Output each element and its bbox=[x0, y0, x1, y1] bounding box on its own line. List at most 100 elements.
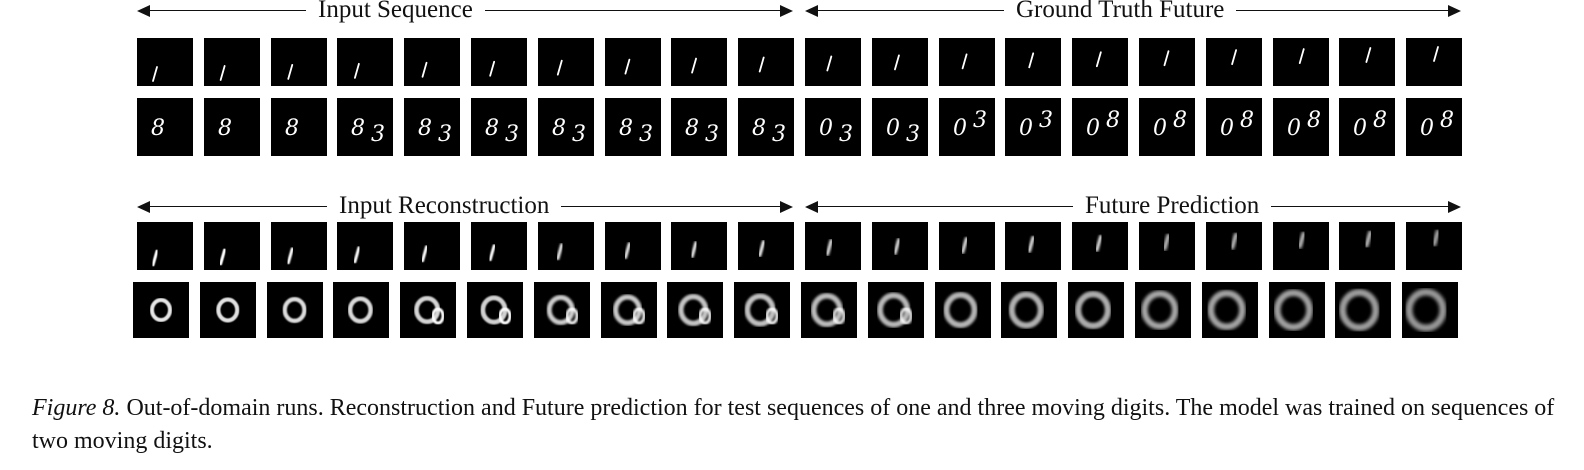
digit-one-stroke bbox=[1432, 229, 1440, 247]
frame-11 bbox=[801, 282, 857, 338]
digit-render bbox=[961, 53, 968, 70]
digit-one-stroke bbox=[152, 66, 158, 82]
digit-render bbox=[421, 245, 429, 263]
digit-render bbox=[810, 292, 846, 328]
frame-20 bbox=[1406, 38, 1463, 86]
digit-glyph: 3 bbox=[1039, 108, 1053, 133]
frame-18 bbox=[1268, 282, 1325, 338]
digit-glyph: 8 bbox=[285, 116, 299, 141]
digit-one-stroke bbox=[421, 245, 429, 263]
digit-glyph: 0 bbox=[1153, 116, 1167, 141]
frame-16 bbox=[1139, 38, 1195, 86]
digit-one-stroke bbox=[286, 247, 294, 265]
caption-text: Out-of-domain runs. Reconstruction and F… bbox=[32, 395, 1555, 454]
frame-4 bbox=[337, 38, 394, 86]
frame-8 bbox=[604, 38, 661, 86]
digit-one-stroke bbox=[1365, 47, 1372, 63]
digit-render bbox=[354, 62, 361, 79]
frame-13 bbox=[938, 38, 995, 86]
digit-one-stroke bbox=[1028, 52, 1035, 69]
digit-render bbox=[690, 241, 698, 259]
frame-2 bbox=[199, 282, 256, 338]
input-sequence-label: Input Sequence bbox=[306, 0, 485, 25]
frame-7 bbox=[533, 282, 590, 338]
frame-1: 8 bbox=[137, 98, 193, 156]
digit-render bbox=[286, 247, 294, 265]
digit-glyph: 0 bbox=[886, 116, 900, 141]
digit-one-stroke bbox=[961, 53, 968, 70]
digit-render: 8 bbox=[151, 116, 165, 141]
digit-render bbox=[1365, 230, 1373, 248]
digit-glyph: 3 bbox=[772, 122, 786, 147]
digit-render bbox=[1162, 233, 1170, 251]
digit-glyph: 0 bbox=[1353, 116, 1367, 141]
digit-glyph: 3 bbox=[572, 122, 586, 147]
digit-one-stroke bbox=[1298, 48, 1305, 65]
frame-5 bbox=[404, 38, 461, 86]
digit-glyph: 3 bbox=[371, 122, 385, 147]
digit-render bbox=[219, 65, 226, 81]
digit-render bbox=[624, 58, 630, 75]
digit-one-stroke bbox=[826, 55, 833, 72]
digit-glyph: 3 bbox=[839, 122, 853, 147]
digit-glyph: 8 bbox=[1373, 108, 1387, 133]
digit-one-stroke bbox=[1162, 233, 1170, 251]
digit-one-stroke bbox=[354, 62, 361, 79]
frame-6 bbox=[467, 282, 523, 338]
digit-render bbox=[480, 295, 512, 325]
digit-one-stroke bbox=[624, 58, 630, 75]
digit-one-stroke bbox=[218, 248, 226, 266]
blob-shape bbox=[765, 307, 779, 325]
digit-render bbox=[546, 294, 579, 326]
digit-glyph: 0 bbox=[1086, 116, 1100, 141]
digit-render bbox=[152, 66, 158, 82]
digit-one-stroke bbox=[219, 65, 226, 81]
digit-render bbox=[893, 54, 900, 71]
digit-one-stroke bbox=[556, 243, 564, 261]
digit-one-stroke bbox=[1297, 231, 1305, 249]
blob-shape bbox=[565, 307, 579, 325]
digit-glyph: 3 bbox=[906, 122, 920, 147]
ground-truth-future-header: Ground Truth Future bbox=[805, 0, 1461, 25]
frame-12 bbox=[871, 222, 928, 270]
frame-3 bbox=[270, 222, 327, 270]
digit-render bbox=[826, 55, 833, 72]
digit-glyph: 0 bbox=[953, 116, 967, 141]
digit-glyph: 8 bbox=[552, 116, 566, 141]
blob-shape bbox=[150, 298, 172, 322]
digit-one-stroke bbox=[1163, 50, 1170, 67]
digit-one-stroke bbox=[1230, 232, 1238, 250]
input-reconstruction-header: Input Reconstruction bbox=[137, 191, 793, 221]
frame-4 bbox=[337, 222, 394, 270]
blob-shape bbox=[1273, 289, 1313, 331]
digit-render bbox=[960, 236, 968, 254]
blob-shape bbox=[698, 307, 712, 325]
digit-render bbox=[1095, 234, 1103, 252]
digit-render bbox=[1230, 232, 1238, 250]
blob-shape bbox=[431, 307, 445, 325]
frame-18 bbox=[1272, 38, 1329, 86]
digit-glyph: 8 bbox=[619, 116, 633, 141]
digit-render bbox=[1163, 50, 1170, 67]
digit-one-stroke bbox=[690, 241, 698, 259]
frame-10 bbox=[738, 222, 795, 270]
digit-glyph: 8 bbox=[685, 116, 699, 141]
frame-17 bbox=[1205, 38, 1262, 86]
digit-render: 8 bbox=[218, 116, 232, 141]
digit-render bbox=[216, 297, 240, 323]
digit-glyph: 8 bbox=[1240, 108, 1254, 133]
digit-render bbox=[1141, 290, 1179, 330]
